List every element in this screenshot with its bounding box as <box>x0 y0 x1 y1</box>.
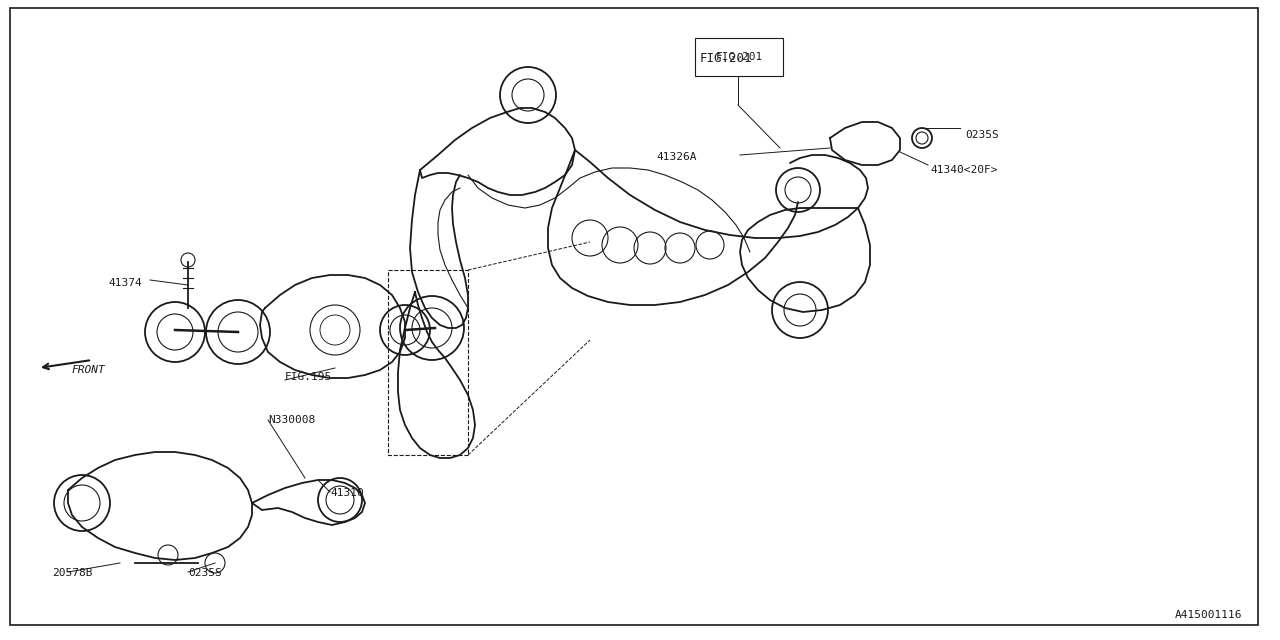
Bar <box>695 38 783 76</box>
Text: 41374: 41374 <box>108 278 142 288</box>
Text: 0235S: 0235S <box>965 130 998 140</box>
Text: A415001116: A415001116 <box>1175 610 1243 620</box>
Text: FRONT: FRONT <box>72 365 106 375</box>
Text: 41340<20F>: 41340<20F> <box>931 165 997 175</box>
Text: 41326A: 41326A <box>657 152 696 162</box>
Text: FIG.201: FIG.201 <box>716 52 763 62</box>
Text: 20578B: 20578B <box>52 568 92 578</box>
Text: 41310: 41310 <box>330 488 364 498</box>
Text: 0235S: 0235S <box>188 568 221 578</box>
Bar <box>388 270 468 455</box>
Text: FIG.195: FIG.195 <box>285 372 333 382</box>
Text: FIG.201: FIG.201 <box>700 52 753 65</box>
Text: N330008: N330008 <box>268 415 315 425</box>
